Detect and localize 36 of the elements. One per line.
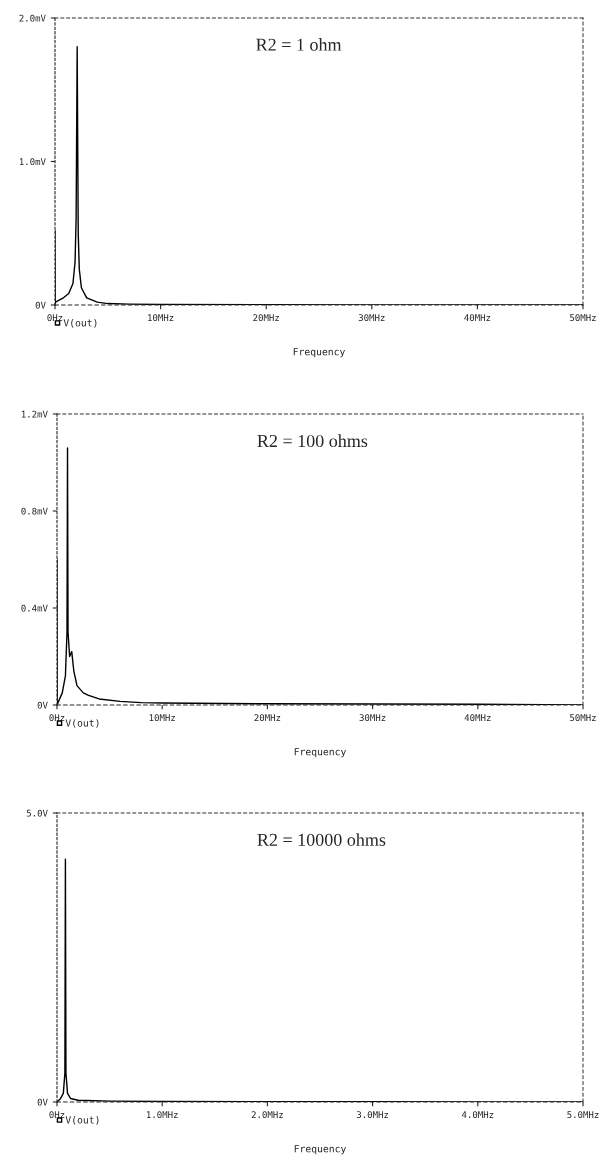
x-tick-label: 50MHz [570,314,596,322]
x-axis-title: Frequency [294,1145,346,1155]
legend-label: V(out) [63,319,97,328]
x-tick-label: 20MHz [253,314,279,322]
y-tick-label: 5.0V [26,809,48,817]
x-tick-label: 30MHz [358,314,385,322]
x-tick-label: 30MHz [359,714,386,722]
x-tick-label: 20MHz [254,714,281,722]
y-tick-label: 0V [35,301,46,309]
x-tick-label: 0Hz [49,1111,65,1119]
x-tick-label: 10MHz [149,714,175,722]
annotation: R2 = 100 ohms [257,434,368,448]
x-tick-label: 0Hz [47,314,63,322]
x-tick-label: 0Hz [49,714,65,722]
x-axis-title: Frequency [294,748,346,758]
y-tick-label: 1.0mV [19,158,46,166]
y-tick-label: 0V [37,1098,48,1106]
y-tick-label: 0V [37,701,48,709]
x-tick-label: 10MHz [148,314,174,322]
x-tick-label: 4.0MHz [461,1111,494,1119]
legend-label: V(out) [65,719,99,728]
legend-label: V(out) [65,1116,99,1125]
x-tick-label: 50MHz [570,714,596,722]
y-tick-label: 2.0mV [19,14,46,22]
y-tick-label: 0.4mV [21,604,48,612]
y-tick-label: 0.8mV [21,507,48,515]
annotation: R2 = 10000 ohms [257,833,386,846]
x-axis-title: Frequency [293,348,345,358]
x-tick-label: 40MHz [464,314,491,322]
x-tick-label: 2.0MHz [251,1111,283,1119]
x-tick-label: 3.0MHz [356,1111,389,1119]
annotation: R2 = 1 ohm [256,38,342,51]
y-tick-label: 1.2mV [21,410,48,418]
x-tick-label: 1.0MHz [146,1111,178,1119]
x-tick-label: 40MHz [464,714,491,722]
x-tick-label: 5.0MHz [567,1111,599,1119]
